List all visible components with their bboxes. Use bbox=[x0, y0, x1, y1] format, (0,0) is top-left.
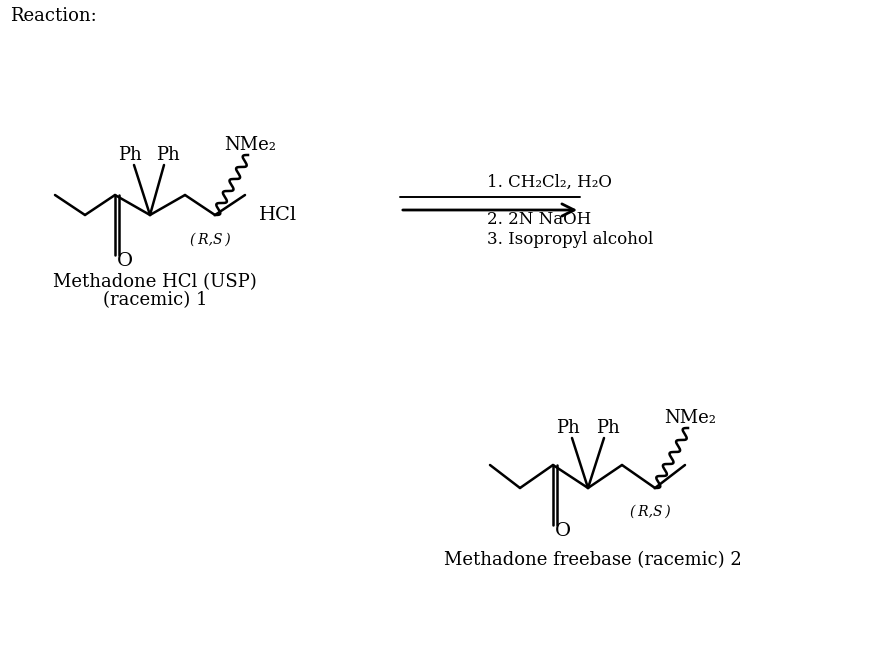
Text: Reaction:: Reaction: bbox=[10, 7, 97, 25]
Text: 3. Isopropyl alcohol: 3. Isopropyl alcohol bbox=[487, 232, 653, 249]
Text: HCl: HCl bbox=[259, 206, 297, 224]
Text: Ph: Ph bbox=[556, 419, 580, 437]
Text: Ph: Ph bbox=[118, 146, 142, 164]
Text: 2. 2N NaOH: 2. 2N NaOH bbox=[487, 211, 591, 228]
Text: O: O bbox=[555, 522, 571, 540]
Text: NMe₂: NMe₂ bbox=[224, 136, 276, 154]
Text: (⁠ R,S ⁠): (⁠ R,S ⁠) bbox=[190, 233, 230, 247]
Text: O: O bbox=[117, 252, 134, 270]
Text: (racemic) 1: (racemic) 1 bbox=[103, 291, 207, 309]
Text: Methadone HCl (USP): Methadone HCl (USP) bbox=[53, 273, 257, 291]
Text: Ph: Ph bbox=[596, 419, 620, 437]
Text: Methadone freebase (racemic) 2: Methadone freebase (racemic) 2 bbox=[444, 551, 742, 569]
Text: (⁠ R,S ⁠): (⁠ R,S ⁠) bbox=[630, 505, 670, 519]
Text: 1. CH₂Cl₂, H₂O: 1. CH₂Cl₂, H₂O bbox=[487, 174, 612, 191]
Text: Ph: Ph bbox=[156, 146, 180, 164]
Text: NMe₂: NMe₂ bbox=[664, 409, 716, 427]
